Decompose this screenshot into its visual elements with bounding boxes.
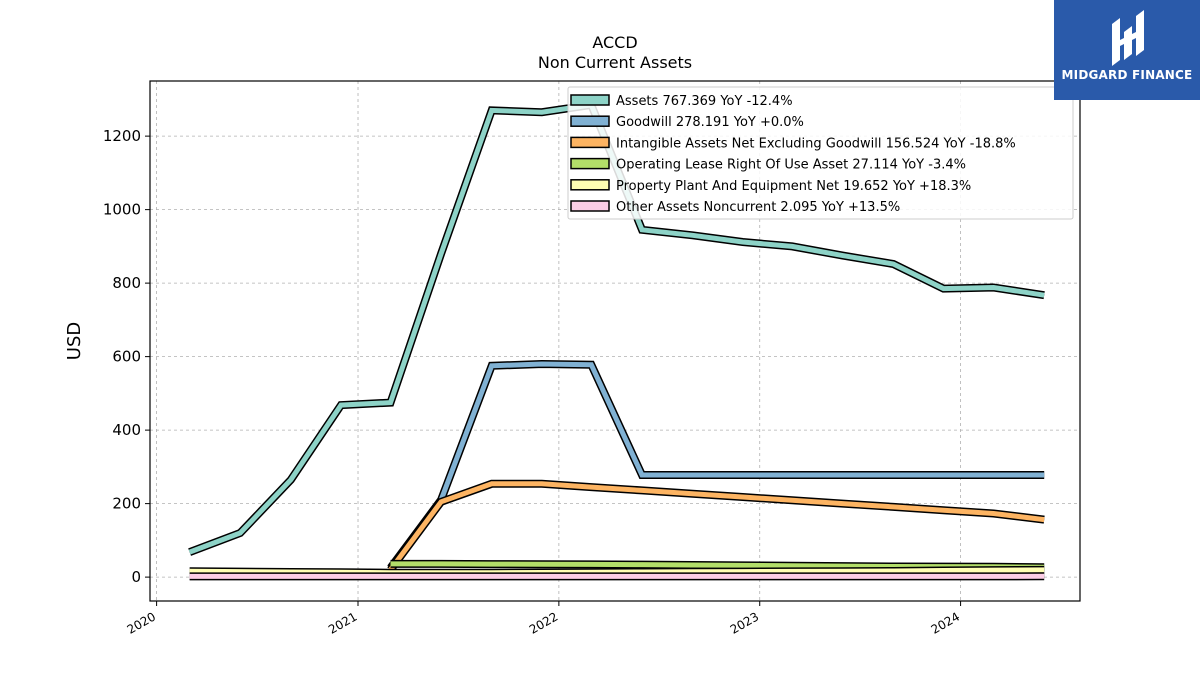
y-axis-label: USD xyxy=(64,322,85,360)
legend-swatch xyxy=(570,115,610,127)
legend-label: Property Plant And Equipment Net 19.652 … xyxy=(616,179,971,194)
legend-swatch xyxy=(570,200,610,212)
x-tick-label: 2021 xyxy=(326,609,359,636)
legend-swatch xyxy=(570,157,610,170)
legend-label: Intangible Assets Net Excluding Goodwill… xyxy=(616,136,1016,151)
x-tick-label: 2024 xyxy=(929,609,962,636)
legend-swatch xyxy=(570,136,610,149)
y-tick-label: 600 xyxy=(112,348,141,366)
legend-label: Assets 767.369 YoY -12.4% xyxy=(616,94,793,109)
y-tick-label: 200 xyxy=(112,495,141,513)
legend-box xyxy=(567,86,1074,220)
x-tick-label: 2020 xyxy=(125,609,158,636)
legend-label: Operating Lease Right Of Use Asset 27.11… xyxy=(616,158,966,173)
y-tick-label: 800 xyxy=(112,274,141,292)
series-line-2 xyxy=(388,481,1045,572)
chart-subtitle: Non Current Assets xyxy=(537,53,693,72)
chart-title: ACCD xyxy=(592,33,638,52)
x-tick-label: 2022 xyxy=(527,609,560,636)
legend-swatch xyxy=(570,179,610,191)
y-tick-label: 400 xyxy=(112,421,141,439)
series-line-4 xyxy=(189,567,1045,576)
legend-swatch xyxy=(570,94,610,106)
legend-label: Other Assets Noncurrent 2.095 YoY +13.5% xyxy=(616,200,900,215)
y-tick-label: 1200 xyxy=(103,127,141,145)
midgard-logo-icon xyxy=(1112,10,1144,66)
brand-logo: MIDGARD FINANCE xyxy=(1054,0,1200,100)
legend-label: Goodwill 278.191 YoY +0.0% xyxy=(616,115,804,130)
series-line-1 xyxy=(388,361,1045,570)
plot-frame xyxy=(149,80,1081,602)
logo-text: MIDGARD FINANCE xyxy=(1061,68,1193,82)
series-outline-1 xyxy=(387,359,1045,571)
x-tick-label: 2023 xyxy=(728,609,761,636)
y-tick-label: 1000 xyxy=(103,201,141,219)
y-tick-label: 0 xyxy=(131,568,141,586)
